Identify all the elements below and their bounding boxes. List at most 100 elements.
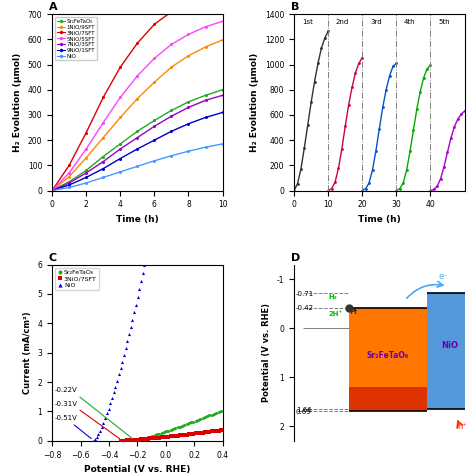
Point [141, 261, 148, 269]
Text: 1st: 1st [302, 19, 313, 25]
Text: 1.66: 1.66 [296, 407, 311, 413]
Bar [349, 308, 427, 411]
Point [158, 429, 165, 437]
Y-axis label: H₂ Evolution (μmol): H₂ Evolution (μmol) [13, 53, 22, 152]
Point [201, 413, 209, 421]
Text: -0.42: -0.42 [296, 305, 314, 311]
Point [101, 414, 109, 422]
Point [212, 427, 220, 435]
Point [133, 436, 140, 444]
Point [164, 433, 172, 440]
Point [137, 277, 145, 285]
Point [96, 427, 104, 434]
Text: 2H⁺: 2H⁺ [328, 311, 342, 317]
Point [187, 419, 195, 426]
Point [159, 164, 167, 172]
Point [197, 415, 204, 423]
Point [192, 417, 200, 425]
Point [194, 429, 202, 437]
Point [164, 136, 172, 144]
Point [117, 437, 124, 445]
Point [187, 430, 195, 438]
Point [103, 410, 110, 417]
Text: -0.51V: -0.51V [55, 415, 78, 421]
Y-axis label: Current (mA/cm²): Current (mA/cm²) [23, 311, 32, 394]
Point [161, 155, 169, 163]
Point [147, 228, 155, 235]
X-axis label: Potential (V vs. RHE): Potential (V vs. RHE) [84, 465, 191, 474]
Point [151, 431, 158, 439]
Point [135, 436, 143, 444]
Point [117, 365, 124, 372]
Point [185, 430, 193, 438]
Point [151, 434, 158, 442]
Point [183, 431, 191, 438]
Point [185, 15, 193, 23]
Y-axis label: Potential (V vs. RHE): Potential (V vs. RHE) [262, 303, 271, 402]
Point [146, 433, 154, 440]
Point [177, 67, 184, 74]
Point [206, 428, 213, 436]
Point [98, 423, 106, 430]
Point [126, 437, 134, 444]
Point [172, 97, 179, 105]
Point [142, 434, 149, 442]
Point [122, 345, 129, 352]
Point [133, 437, 140, 444]
Text: H₂: H₂ [328, 294, 337, 300]
Point [203, 428, 211, 436]
X-axis label: Time (h): Time (h) [358, 215, 401, 224]
Point [119, 437, 127, 445]
Point [130, 436, 138, 444]
Point [137, 436, 145, 443]
Point [144, 245, 152, 252]
Point [173, 87, 181, 95]
Point [182, 36, 189, 44]
Point [153, 434, 161, 442]
Text: h⁺: h⁺ [458, 421, 467, 430]
Point [163, 146, 171, 153]
Point [134, 293, 141, 301]
Text: Sr₂FeTaO₆: Sr₂FeTaO₆ [367, 351, 409, 360]
Point [139, 269, 146, 277]
Text: A: A [49, 2, 57, 12]
Point [172, 432, 179, 439]
Point [146, 435, 154, 442]
Point [203, 412, 211, 420]
Point [176, 423, 183, 430]
Point [90, 437, 97, 445]
Point [197, 429, 204, 437]
Point [175, 77, 182, 84]
Point [183, 420, 191, 428]
Point [176, 431, 183, 439]
Point [166, 127, 174, 134]
Point [168, 117, 175, 124]
Point [149, 432, 156, 440]
Point [190, 418, 197, 425]
Point [169, 432, 177, 440]
X-axis label: Time (h): Time (h) [116, 215, 159, 224]
Point [120, 351, 128, 359]
Text: C: C [49, 253, 57, 263]
Point [206, 412, 213, 419]
Point [151, 210, 158, 218]
Point [121, 437, 129, 445]
Point [158, 434, 165, 441]
Point [130, 309, 138, 316]
Text: e⁻: e⁻ [439, 272, 448, 281]
Point [181, 431, 188, 438]
Point [174, 432, 182, 439]
Point [180, 46, 188, 54]
Point [118, 358, 126, 365]
Text: 2nd: 2nd [335, 19, 348, 25]
Legend: Sr₂FeTaO₆, 1NiO/9SFT, 3NiO/7SFT, 5NiO/5SFT, 7NiO/3SFT, 9NiO/1SFT, NiO: Sr₂FeTaO₆, 1NiO/9SFT, 3NiO/7SFT, 5NiO/5S… [55, 17, 97, 60]
Text: -0.22V: -0.22V [55, 387, 78, 393]
Point [178, 431, 186, 439]
Point [139, 435, 147, 443]
Point [156, 183, 164, 191]
Point [187, 4, 194, 12]
Point [158, 174, 165, 182]
Point [137, 436, 145, 443]
Point [189, 0, 196, 1]
Legend: Sr₂FeTaO₆, 3NiO/7SFT, NiO: Sr₂FeTaO₆, 3NiO/7SFT, NiO [55, 268, 99, 290]
